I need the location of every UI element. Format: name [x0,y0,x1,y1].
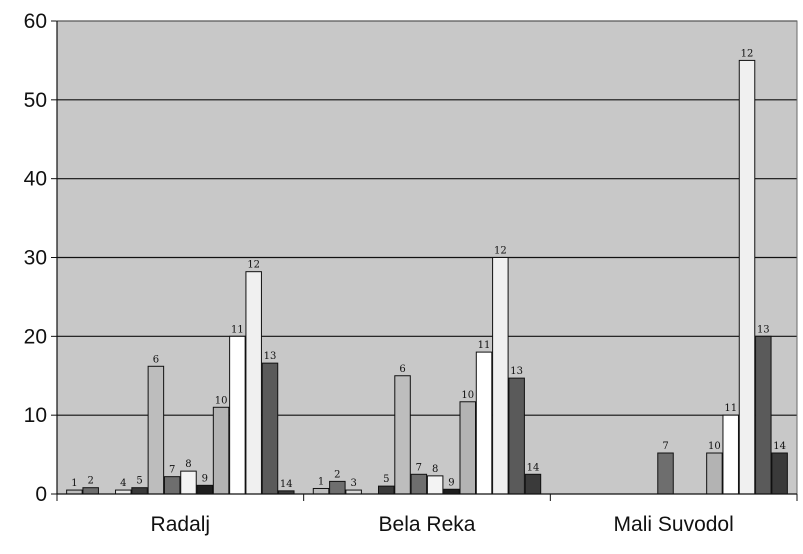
bar-label: 12 [247,260,260,271]
x-tick-label: Radalj [151,513,211,536]
bar-label: 6 [399,364,405,375]
bar [131,487,148,495]
bar [329,480,346,495]
bar-label: 14 [773,441,786,452]
bar-label: 11 [724,403,737,414]
bar [524,473,542,495]
bar-label: 1 [71,478,77,489]
bar [82,487,99,495]
bar [722,414,739,495]
bar-label: 10 [215,395,228,406]
bar-label: 4 [120,478,126,489]
bar [492,257,509,495]
bar-label: 2 [87,476,93,487]
bar [147,365,165,495]
bar [410,473,428,495]
axes: 0 10 20 30 40 50 60 Radalj Bela Reka Mali Suvodol [24,10,798,536]
bar [508,377,525,495]
bar-label: 10 [708,441,721,452]
bar-label: 7 [169,465,175,476]
bar [657,452,674,495]
bar [443,488,460,495]
y-tick-label: 10 [24,404,47,427]
x-tick-label: Bela Reka [379,513,476,536]
bar [459,401,476,495]
bar [212,406,230,495]
bar-label: 9 [202,473,208,484]
bar-label: 12 [741,48,754,59]
bar-label: 8 [432,464,438,475]
bar [261,362,279,495]
y-tick-label: 40 [24,168,47,191]
bar [706,452,723,495]
bar-label: 10 [461,390,474,401]
bar-label: 14 [280,479,293,490]
bar [378,485,395,495]
bar-label: 2 [334,469,340,480]
y-tick-label: 60 [24,10,47,33]
bar-label: 3 [350,478,356,489]
bar [163,476,181,495]
bar-label: 11 [478,340,491,351]
bar [755,335,772,495]
bar [245,271,262,495]
bar-label: 6 [153,354,159,365]
bar [394,375,411,495]
bar-label: 9 [448,477,454,488]
bar [312,487,330,495]
bar-label: 8 [185,459,191,470]
bar-label: 5 [383,474,389,485]
bar-label: 13 [510,366,523,377]
y-tick-label: 20 [24,325,47,348]
y-tick-label: 50 [24,89,47,112]
bar [196,484,214,495]
bar [426,475,444,495]
bar-label: 13 [757,324,770,335]
bar-label: 14 [527,462,540,473]
bar [475,351,493,495]
bar-label: 1 [318,476,324,487]
bar-label: 5 [136,476,142,487]
bar [229,335,246,495]
bar-label: 7 [416,462,422,473]
bar-label: 11 [231,324,244,335]
bar-label: 12 [494,246,507,257]
bar-label: 7 [662,441,668,452]
bar-label: 13 [264,351,277,362]
y-tick-label: 0 [35,483,47,506]
bar [180,470,197,495]
bar [771,452,788,495]
y-tick-label: 30 [24,247,47,270]
bar [738,59,756,495]
x-tick-label: Mali Suvodol [614,513,734,536]
